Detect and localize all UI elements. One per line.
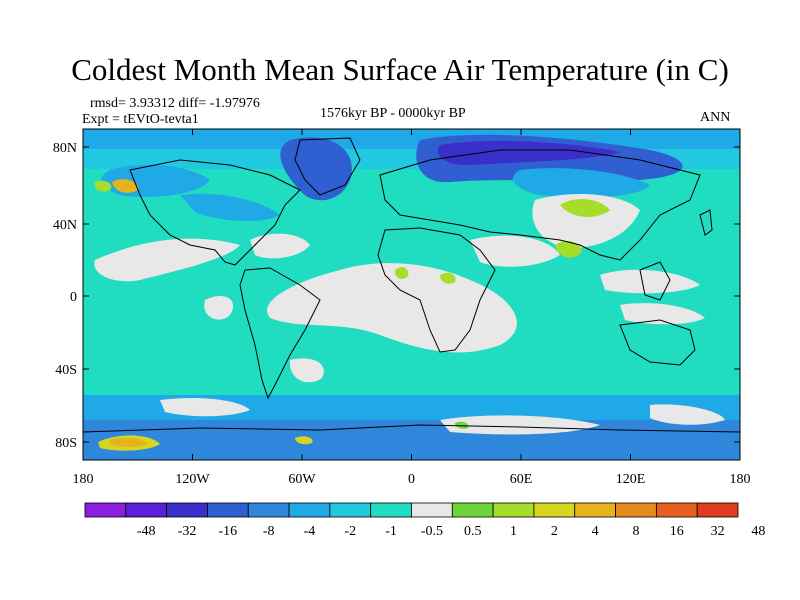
colorbar-swatch — [248, 503, 289, 517]
colorbar-label: -8 — [263, 524, 275, 539]
lon-tick-label: 180 — [73, 472, 94, 487]
colorbar-label: 0.5 — [464, 524, 482, 539]
colorbar-label: 8 — [632, 524, 639, 539]
colorbar-label: -0.5 — [421, 524, 443, 539]
lon-tick-label: 120W — [175, 472, 210, 487]
colorbar-swatch — [289, 503, 330, 517]
lon-tick-label: 60W — [288, 472, 316, 487]
lat-tick-label: 40N — [53, 218, 77, 233]
lon-tick-label: 0 — [408, 472, 415, 487]
lon-tick-label: 60E — [510, 472, 533, 487]
colorbar-label: 48 — [751, 524, 765, 539]
lat-tick-label: 80N — [53, 141, 77, 156]
colorbar: -48 -32 -16 -8 -4 -2 -1 -0.5 0.5 1 2 4 8 16 32 48 — [85, 503, 765, 539]
colorbar-swatch — [85, 503, 126, 517]
colorbar-swatch — [656, 503, 697, 517]
lon-tick-label: 180 — [730, 472, 751, 487]
colorbar-swatch — [412, 503, 453, 517]
colorbar-label: 1 — [510, 524, 517, 539]
colorbar-label: 2 — [551, 524, 558, 539]
lat-tick-label: 0 — [70, 290, 77, 305]
colorbar-label: -2 — [344, 524, 356, 539]
colorbar-label: -32 — [178, 524, 197, 539]
colorbar-swatch — [575, 503, 616, 517]
lon-tick-label: 120E — [616, 472, 646, 487]
colorbar-swatch — [697, 503, 738, 517]
colorbar-swatch — [330, 503, 371, 517]
colorbar-swatch — [452, 503, 493, 517]
colorbar-label: -1 — [385, 524, 397, 539]
colorbar-swatch — [126, 503, 167, 517]
colorbar-swatch — [167, 503, 208, 517]
colorbar-label: 16 — [670, 524, 684, 539]
colorbar-swatch — [207, 503, 248, 517]
colorbar-label: 32 — [711, 524, 725, 539]
colorbar-swatch — [371, 503, 412, 517]
colorbar-swatch — [616, 503, 657, 517]
colorbar-label: -48 — [137, 524, 156, 539]
colorbar-label: 4 — [592, 524, 599, 539]
colorbar-swatch — [493, 503, 534, 517]
lat-tick-label: 40S — [55, 363, 77, 378]
temperature-field — [83, 129, 740, 460]
colorbar-label: -16 — [219, 524, 238, 539]
colorbar-label: -4 — [304, 524, 316, 539]
colorbar-swatch — [534, 503, 575, 517]
lat-tick-label: 80S — [55, 436, 77, 451]
